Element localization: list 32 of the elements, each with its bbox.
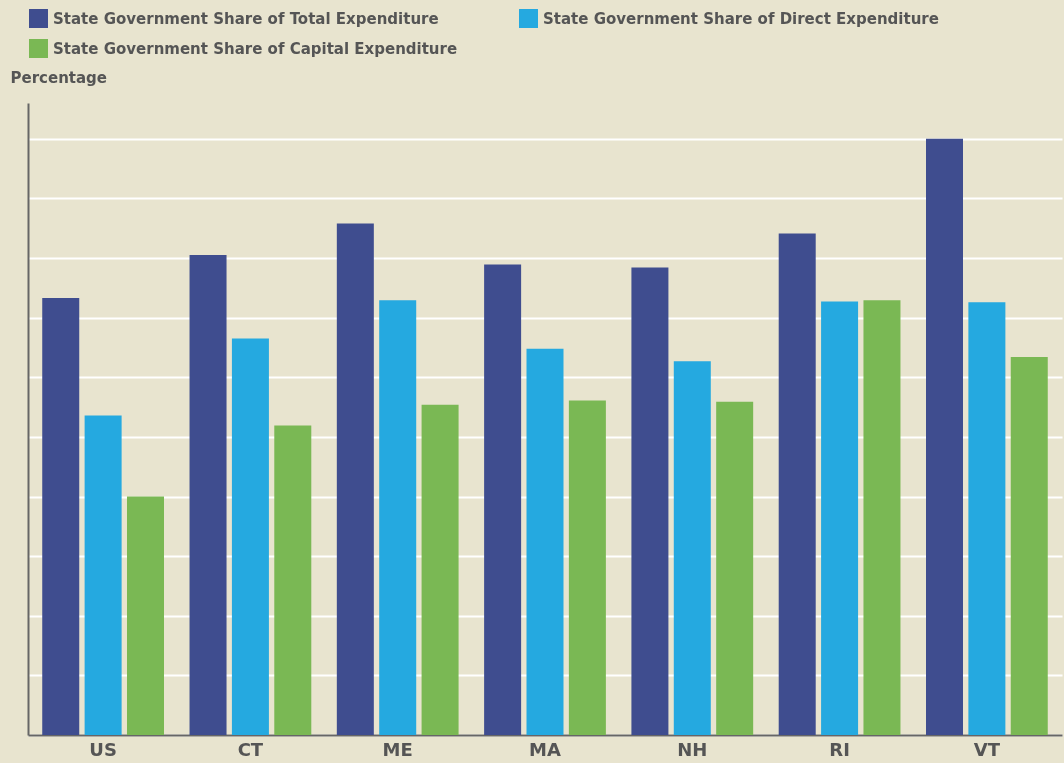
x-tick-label: NH: [677, 738, 708, 760]
bar: [926, 138, 963, 735]
bar: [231, 338, 269, 735]
bar: [42, 297, 80, 735]
bar: [778, 233, 816, 735]
bar: [484, 264, 522, 735]
x-tick-label: VT: [973, 738, 1001, 760]
x-tick-label: ME: [382, 738, 413, 760]
bar: [863, 300, 901, 735]
bar: [821, 301, 859, 735]
bar: [673, 361, 711, 735]
bar: [189, 255, 227, 735]
x-tick-label: CT: [237, 738, 264, 760]
legend-label: State Government Share of Total Expenditure: [53, 9, 439, 28]
bar: [84, 415, 122, 735]
bar: [968, 302, 1006, 735]
y-axis-title: Percentage: [10, 68, 108, 87]
bar: [568, 400, 606, 735]
bar: [1010, 356, 1048, 735]
x-tick-label: MA: [529, 738, 561, 760]
bar: [716, 401, 754, 735]
bar: [336, 223, 374, 735]
x-tick-label: US: [89, 738, 117, 760]
bar: [274, 425, 312, 735]
bar: [127, 496, 164, 735]
legend-label: State Government Share of Capital Expenditure: [53, 39, 458, 58]
bar: [421, 404, 459, 735]
x-tick-label: RI: [829, 738, 850, 760]
bar: [631, 267, 669, 735]
legend-label: State Government Share of Direct Expenditure: [543, 9, 939, 28]
bar: [379, 300, 417, 735]
bar: [526, 348, 564, 735]
